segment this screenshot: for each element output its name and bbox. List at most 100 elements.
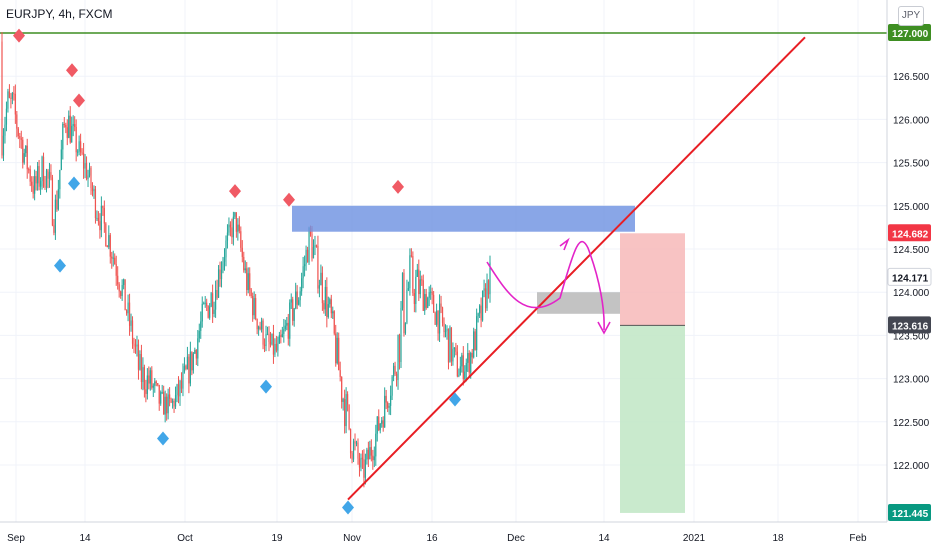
candle-body [271, 333, 273, 345]
candle-body [80, 141, 82, 153]
candle-body [229, 224, 232, 228]
candle-body [57, 189, 59, 210]
candle-body [413, 293, 415, 304]
candle-body [137, 344, 140, 370]
candle-body [421, 279, 423, 281]
candle-body [158, 384, 160, 404]
candle-body [367, 449, 369, 460]
candle-body [48, 172, 51, 179]
candle-body [348, 404, 350, 430]
candle-body [358, 458, 361, 468]
currency-badge[interactable]: JPY [898, 6, 924, 26]
candle-body [34, 176, 36, 194]
take-profit-zone[interactable] [620, 325, 685, 513]
candle-body [198, 330, 200, 339]
grid [0, 0, 887, 522]
candle-body [354, 441, 356, 444]
candle-body [263, 344, 266, 347]
swing-low-marker[interactable] [54, 258, 66, 273]
candle-body [96, 217, 98, 219]
price-label-text: 124.171 [892, 273, 929, 284]
candle-body [226, 232, 229, 241]
candle-body [32, 185, 34, 194]
candle-body [121, 285, 123, 296]
candle-body [231, 227, 233, 238]
candle-body [66, 127, 68, 138]
candle-body [134, 345, 137, 347]
resistance-zone[interactable] [292, 205, 635, 232]
candle-body [1, 41, 3, 156]
candle-body [456, 351, 458, 377]
candle-body [249, 273, 251, 290]
candle-body [404, 322, 407, 334]
swing-low-marker[interactable] [68, 176, 80, 191]
swing-high-marker[interactable] [66, 63, 78, 78]
swing-low-marker[interactable] [342, 500, 354, 515]
candle-body [306, 249, 309, 263]
candle-body [269, 341, 272, 345]
candle-body [342, 399, 344, 402]
candle-body [453, 347, 456, 349]
price-label-target[interactable]: 121.445 [888, 503, 931, 521]
candle-body [292, 299, 294, 321]
candle-body [225, 240, 227, 258]
trend-line[interactable] [347, 36, 806, 501]
swing-high-marker[interactable] [229, 184, 241, 199]
candle-body [255, 298, 257, 319]
price-label-resistance[interactable]: 127.000 [888, 24, 931, 41]
candle-body [385, 395, 387, 403]
candle-body [7, 91, 9, 109]
entry-zone[interactable] [537, 292, 620, 314]
candle-body [338, 337, 340, 371]
candle-body [489, 262, 491, 295]
candle-body [265, 333, 267, 347]
price-label-stop[interactable]: 124.682 [888, 224, 931, 242]
candle-body [486, 280, 488, 309]
candle-body [392, 365, 395, 377]
candle-body [77, 151, 79, 153]
candle-body [191, 351, 193, 371]
swing-high-marker[interactable] [283, 192, 295, 207]
swing-high-marker[interactable] [392, 179, 404, 194]
candle-body [75, 126, 77, 153]
swing-high-marker[interactable] [13, 28, 25, 43]
stop-loss-zone[interactable] [620, 233, 685, 326]
candle-body [167, 394, 169, 414]
candle-body [220, 270, 223, 280]
candle-body [93, 189, 95, 192]
candle-body [450, 327, 453, 362]
candle-body [293, 308, 295, 321]
candle-body [391, 376, 393, 396]
candle-body [473, 331, 475, 358]
swing-low-marker[interactable] [449, 392, 461, 407]
price-label-box [888, 24, 931, 41]
candle-body [99, 221, 101, 231]
price-label-last[interactable]: 124.171 [887, 267, 932, 286]
projected-path[interactable] [486, 240, 605, 331]
candles [1, 32, 491, 488]
swing-low-marker[interactable] [157, 431, 169, 446]
candle-body [4, 124, 6, 136]
candle-body [447, 328, 450, 363]
candle-body [326, 286, 328, 318]
candle-body [315, 245, 318, 247]
candle-body [35, 176, 37, 184]
candle-body [212, 293, 214, 314]
candle-body [23, 153, 25, 163]
swing-high-marker[interactable] [73, 93, 85, 108]
candle-body [384, 395, 386, 428]
candle-body [186, 356, 189, 370]
candle-body [344, 399, 346, 427]
x-tick-label: 14 [79, 533, 91, 544]
swing-low-marker[interactable] [260, 379, 272, 394]
candle-body [47, 170, 49, 179]
candle-body [441, 307, 444, 323]
candle-body [163, 392, 165, 415]
candle-body [409, 255, 411, 289]
price-label-entry[interactable]: 123.616 [888, 316, 931, 334]
candle-body [272, 333, 275, 355]
candle-body [179, 380, 181, 397]
candle-body [378, 416, 380, 431]
candle-body [241, 247, 243, 257]
